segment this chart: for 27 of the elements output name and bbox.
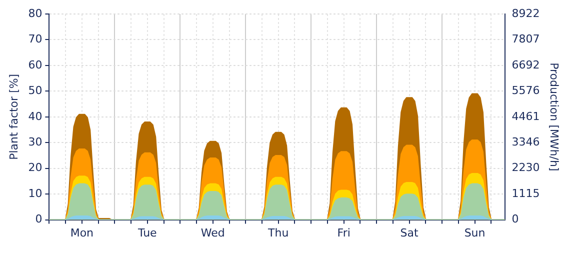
y2-tick-label: 4461 (512, 110, 540, 123)
x-tick-label: Sat (400, 226, 420, 240)
x-tick-label: Sun (464, 226, 486, 240)
y2-tick-label: 6692 (512, 58, 540, 72)
x-tick-label: Thu (267, 226, 289, 240)
y2-tick-label: 2230 (512, 161, 540, 174)
y2-tick-label: 3346 (512, 135, 540, 148)
y2-tick-label: 7807 (512, 32, 540, 46)
y-tick-label: 40 (28, 110, 42, 123)
x-tick-label: Mon (70, 226, 94, 240)
x-tick-label: Wed (200, 226, 225, 240)
y2-axis-title: Production [MWh/h] (548, 62, 561, 172)
y-tick-label: 60 (28, 58, 42, 72)
y-axis-title: Plant factor [%] (7, 74, 20, 160)
y-tick-label: 50 (28, 84, 42, 98)
y-tick-label: 80 (28, 6, 42, 20)
y2-tick-label: 8922 (512, 6, 540, 20)
x-tick-label: Tue (137, 226, 158, 240)
y2-tick-label: 5576 (512, 84, 540, 98)
x-tick-label: Fri (337, 226, 350, 240)
y-tick-label: 0 (35, 212, 42, 226)
y-tick-label: 30 (28, 135, 42, 148)
y2-tick-label: 0 (512, 212, 519, 226)
y-tick-label: 10 (28, 186, 42, 200)
y-tick-label: 70 (28, 32, 42, 46)
y-tick-label: 20 (28, 161, 42, 174)
y2-tick-label: 1115 (512, 186, 540, 200)
